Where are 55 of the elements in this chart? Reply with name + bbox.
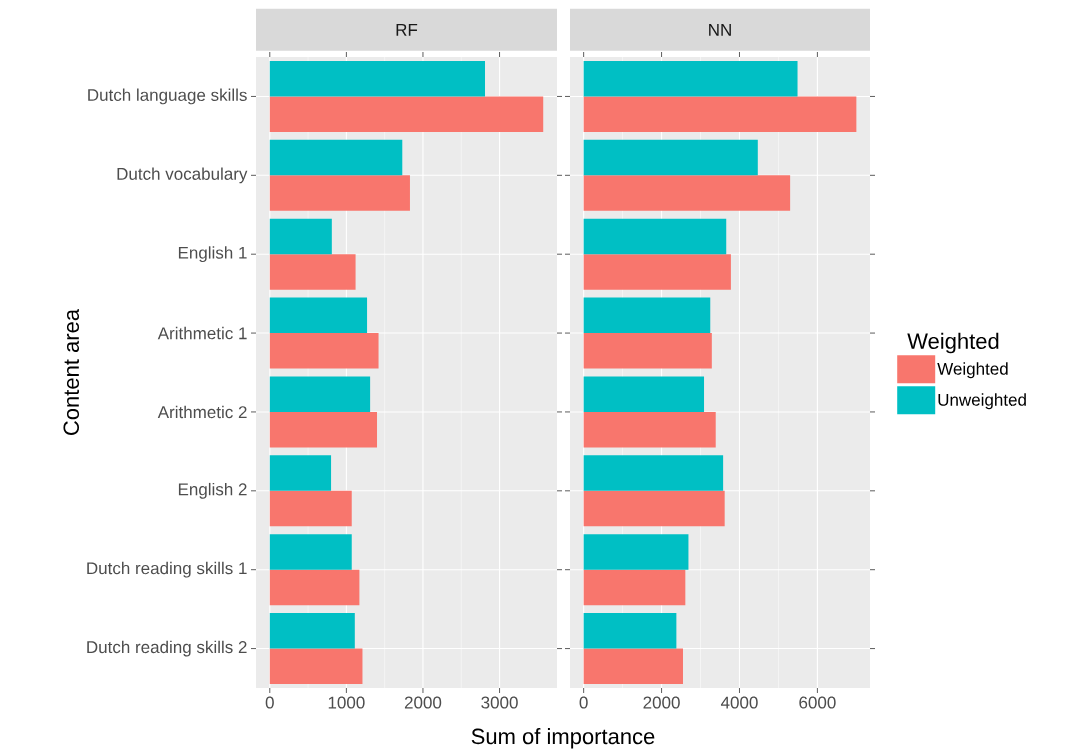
bar — [269, 569, 360, 606]
x-tick-label: 6000 — [799, 696, 836, 709]
bar — [583, 613, 677, 649]
bar — [269, 333, 379, 369]
y-axis-title: Content area — [63, 308, 80, 436]
legend-label: Weighted — [937, 362, 1008, 379]
legend-title: Weighted — [907, 332, 999, 354]
bar — [269, 376, 371, 412]
bar — [583, 411, 716, 448]
x-tick-label: 4000 — [720, 696, 758, 709]
legend-label: Unweighted — [938, 393, 1026, 410]
bar — [269, 411, 378, 448]
x-tick-label: 3000 — [481, 696, 518, 709]
y-tick-label: English 2 — [178, 482, 247, 499]
bar — [583, 61, 798, 97]
bar — [583, 376, 705, 412]
bar — [583, 96, 857, 132]
y-tick-label: Dutch language skills — [88, 88, 247, 105]
bar — [269, 218, 332, 255]
bar — [269, 297, 368, 334]
bar — [269, 61, 486, 97]
bar — [269, 139, 403, 176]
x-tick-label: 0 — [265, 696, 274, 709]
y-tick-label: Dutch reading skills 1 — [87, 561, 247, 578]
bar — [583, 175, 791, 211]
x-tick-label: 1000 — [328, 696, 365, 709]
y-tick-label: English 1 — [178, 246, 247, 263]
x-tick-label: 0 — [579, 696, 588, 709]
bar — [269, 254, 356, 290]
y-tick-label: Arithmetic 1 — [157, 326, 247, 340]
x-tick-label: 2000 — [404, 696, 442, 709]
bar — [269, 455, 332, 491]
bar — [583, 490, 725, 527]
y-tick-label: Dutch reading skills 2 — [87, 640, 247, 657]
bar — [583, 218, 727, 255]
x-tick-label: 2000 — [643, 696, 680, 709]
bar — [269, 96, 544, 132]
bar — [583, 648, 683, 685]
bar — [269, 534, 352, 570]
x-axis-title: Sum of importance — [471, 728, 655, 749]
bar — [269, 175, 410, 211]
bar — [583, 534, 689, 570]
bar — [269, 490, 352, 527]
bar — [583, 254, 731, 290]
y-tick-label: Dutch vocabulary — [117, 167, 248, 184]
chart-title: NN — [709, 24, 731, 36]
bar — [583, 297, 711, 334]
y-tick-label: Arithmetic 2 — [157, 405, 247, 419]
bar — [269, 613, 355, 649]
bar — [583, 139, 758, 176]
bar — [583, 569, 686, 606]
bar — [583, 333, 712, 369]
chart-title: RF — [396, 24, 418, 36]
bar — [583, 455, 724, 491]
bar — [269, 648, 363, 685]
